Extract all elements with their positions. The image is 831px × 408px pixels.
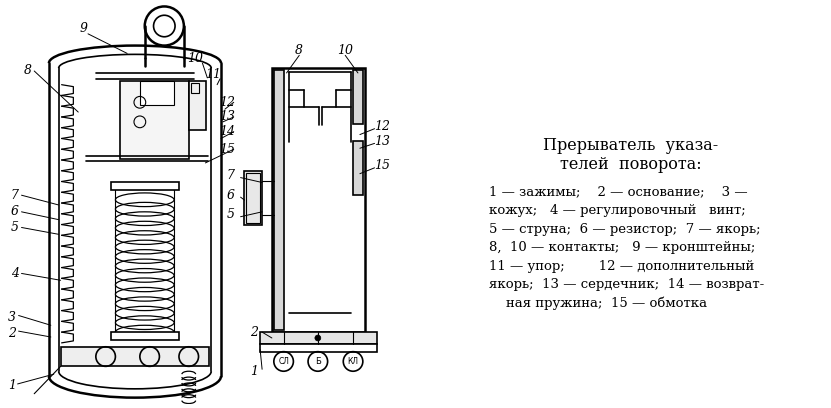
Text: 7: 7: [11, 188, 18, 202]
Bar: [353, 70, 363, 124]
Text: 2: 2: [250, 326, 258, 339]
Text: кожух;   4 — регулировочный   винт;: кожух; 4 — регулировочный винт;: [489, 204, 745, 217]
Bar: [111, 332, 179, 340]
Text: 10: 10: [337, 44, 353, 57]
Bar: [120, 81, 189, 159]
Text: 15: 15: [375, 160, 391, 172]
Text: 11 — упор;        12 — дополнительный: 11 — упор; 12 — дополнительный: [489, 260, 755, 273]
Text: 6: 6: [11, 205, 18, 218]
Text: 15: 15: [219, 143, 235, 156]
Text: КЛ: КЛ: [347, 357, 358, 366]
Text: телей  поворота:: телей поворота:: [560, 156, 701, 173]
Text: 9: 9: [79, 22, 87, 35]
Bar: [244, 171, 262, 224]
Text: 12: 12: [219, 96, 235, 109]
Bar: [274, 70, 283, 330]
Text: 10: 10: [188, 52, 204, 65]
Text: 6: 6: [227, 188, 235, 202]
Text: 1: 1: [250, 365, 258, 378]
Bar: [272, 68, 365, 332]
Text: 11: 11: [205, 69, 221, 82]
Text: 14: 14: [219, 125, 235, 138]
Bar: [260, 332, 376, 344]
Bar: [353, 142, 363, 195]
Text: 8,  10 — контакты;   9 — кронштейны;: 8, 10 — контакты; 9 — кронштейны;: [489, 241, 755, 254]
Text: 5 — струна;  6 — резистор;  7 — якорь;: 5 — струна; 6 — резистор; 7 — якорь;: [489, 223, 760, 235]
Text: 5: 5: [11, 221, 18, 234]
Text: ная пружина;  15 — обмотка: ная пружина; 15 — обмотка: [489, 297, 707, 310]
Text: 7: 7: [227, 169, 235, 182]
Bar: [140, 81, 174, 105]
Text: якорь;  13 — сердечник;  14 — возврат-: якорь; 13 — сердечник; 14 — возврат-: [489, 278, 765, 291]
Text: Прерыватель  указа-: Прерыватель указа-: [543, 137, 719, 153]
Bar: [111, 182, 179, 190]
Bar: [189, 81, 206, 130]
Text: 1: 1: [7, 379, 16, 392]
Text: 13: 13: [375, 135, 391, 148]
Text: СЛ: СЛ: [278, 357, 289, 366]
Text: 8: 8: [23, 64, 32, 78]
Bar: [260, 344, 376, 352]
Text: Б: Б: [315, 357, 321, 366]
Bar: [247, 173, 260, 223]
Circle shape: [315, 335, 321, 341]
Text: 5: 5: [227, 208, 235, 221]
Text: 3: 3: [7, 311, 16, 324]
Text: 1 — зажимы;    2 — основание;    3 —: 1 — зажимы; 2 — основание; 3 —: [489, 185, 748, 198]
Text: 8: 8: [295, 44, 303, 57]
Text: 12: 12: [375, 120, 391, 133]
Text: 4: 4: [11, 267, 18, 280]
Bar: [61, 347, 209, 366]
Text: 13: 13: [219, 111, 235, 124]
Text: 2: 2: [7, 326, 16, 339]
Bar: [190, 83, 199, 93]
